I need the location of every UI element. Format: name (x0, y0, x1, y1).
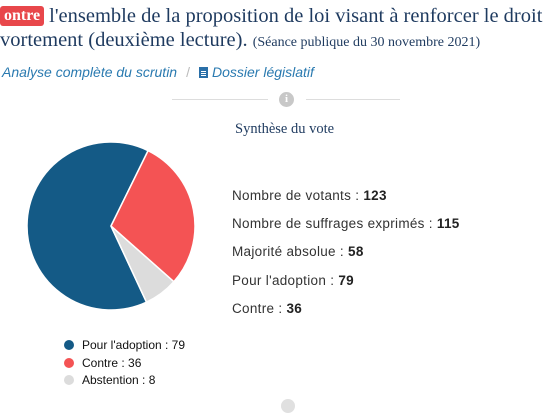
document-icon (198, 67, 208, 78)
pie-slice-contre[interactable] (110, 149, 195, 283)
stat-value: 79 (338, 272, 354, 288)
title-line-2-wrap: vortement (deuxième lecture). (Séance pu… (0, 28, 560, 55)
title-line-1: l'ensemble de la proposition de loi visa… (49, 5, 543, 27)
dossier-link-label: Dossier législatif (211, 64, 314, 80)
stat-value: 36 (286, 300, 303, 316)
links-separator: / (186, 64, 190, 80)
info-icon[interactable]: i (279, 92, 294, 107)
stat-label: Nombre de suffrages exprimés : (232, 216, 433, 232)
stat-value: 123 (363, 188, 387, 203)
legend-label: Pour l'adoption : 79 (82, 338, 186, 352)
stat-value: 58 (348, 244, 364, 260)
stat-label: Majorité absolue : (232, 244, 344, 260)
stat-row: Nombre de suffrages exprimés : 115 (232, 214, 460, 242)
scrutin-links: Analyse complète du scrutin / Dossier légi… (2, 64, 314, 80)
divider-right (306, 99, 400, 100)
legend-dot-icon (64, 340, 74, 350)
stat-row: Nombre de votants : 123 (232, 186, 460, 214)
vote-title: ontre l'ensemble de la proposition de loi… (0, 4, 560, 55)
stat-row: Majorité absolue : 58 (232, 242, 460, 270)
section-title: Synthèse du vote (235, 121, 335, 137)
title-line-2: vortement (deuxième lecture). (0, 29, 248, 51)
legend-item[interactable]: Contre : 36 (64, 356, 185, 374)
legend-dot-icon (64, 375, 74, 385)
dossier-link[interactable]: Dossier législatif (198, 64, 314, 80)
next-divider-icon (281, 399, 295, 413)
vote-result-badge: ontre (0, 6, 45, 26)
stat-value: 115 (436, 216, 460, 232)
legend-item[interactable]: Pour l'adoption : 79 (64, 338, 185, 356)
stat-label: Nombre de votants : (232, 188, 360, 203)
legend-label: Abstention : 8 (82, 373, 156, 387)
analysis-link[interactable]: Analyse complète du scrutin (2, 64, 178, 80)
vote-stats: Nombre de votants : 123 Nombre de suffrag… (232, 186, 460, 327)
divider-left (172, 99, 268, 100)
stat-row: Contre : 36 (232, 299, 460, 327)
vote-pie-chart (27, 142, 195, 310)
stat-row: Pour l'adoption : 79 (232, 271, 460, 299)
chart-legend: Pour l'adoption : 79 Contre : 36 Abstentio… (64, 338, 185, 391)
session-date: (Séance publique du 30 novembre 2021) (252, 35, 481, 50)
pie-slice-pour[interactable] (27, 142, 150, 310)
stat-label: Pour l'adoption : (232, 272, 335, 288)
pie-slice-abstention[interactable] (110, 225, 175, 304)
legend-item[interactable]: Abstention : 8 (64, 373, 185, 391)
legend-label: Contre : 36 (82, 355, 142, 370)
legend-dot-icon (64, 357, 74, 368)
stat-label: Contre : (232, 300, 283, 316)
